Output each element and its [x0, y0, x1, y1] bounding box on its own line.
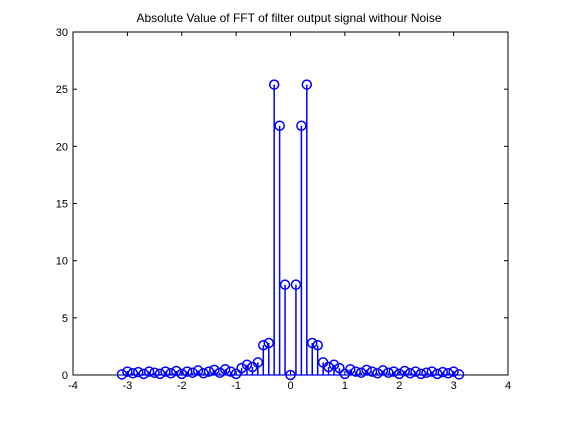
stem-marker	[383, 367, 394, 378]
stem-marker	[415, 368, 427, 380]
plot-area	[72, 31, 509, 376]
stem-marker	[230, 368, 242, 380]
stem-marker	[323, 361, 334, 373]
x-tick-label: 4	[505, 380, 511, 392]
stem-marker	[241, 359, 253, 370]
x-tick-label: 3	[451, 380, 457, 392]
stem-marker	[312, 340, 323, 351]
stem-marker	[263, 337, 274, 349]
stem-marker	[388, 366, 400, 377]
stem-marker	[355, 367, 367, 378]
stem-marker	[432, 368, 443, 380]
stem-marker	[154, 368, 166, 380]
stem-marker	[334, 362, 345, 374]
stem-marker	[448, 366, 459, 377]
stem-series	[116, 79, 465, 381]
stem-marker	[426, 366, 438, 377]
x-tick-label: -2	[177, 380, 187, 392]
stem-marker	[394, 368, 405, 380]
chart-title: Absolute Value of FFT of filter output s…	[136, 11, 441, 25]
y-tick-label: 5	[62, 313, 68, 325]
stem-marker	[366, 366, 378, 377]
stem-marker	[296, 120, 307, 132]
stem-marker	[404, 368, 416, 379]
stem-marker	[410, 366, 421, 377]
tick-labels: -4 -3 -2 -1 0 1 2 3 4 0 5 10 15 20 25 30	[56, 27, 511, 392]
stem-marker	[307, 337, 318, 349]
x-tick-label: 1	[342, 380, 348, 392]
y-tick-label: 30	[56, 27, 68, 39]
x-tick-label: -3	[122, 380, 132, 392]
stem-marker	[290, 279, 302, 290]
y-tick-label: 20	[56, 141, 68, 153]
stem-marker	[133, 366, 144, 378]
stem-marker	[437, 366, 448, 378]
stem-marker	[421, 367, 432, 378]
y-tick-label: 0	[62, 370, 68, 382]
y-tick-label: 10	[56, 256, 68, 268]
stem-marker	[268, 79, 280, 90]
stem-marker	[220, 364, 231, 375]
stem-marker	[149, 367, 160, 378]
stem-marker	[372, 368, 383, 379]
stem-marker	[165, 368, 177, 379]
x-tick-label: -1	[231, 380, 241, 392]
stem-marker	[274, 120, 285, 132]
stem-marker	[225, 366, 236, 377]
stem-marker	[236, 362, 247, 374]
stem-marker	[138, 368, 149, 380]
stem-marker	[198, 368, 209, 379]
stem-marker	[176, 368, 187, 380]
stem-marker	[361, 364, 372, 376]
x-tick-label: 2	[396, 380, 402, 392]
stem-marker	[203, 366, 215, 377]
stem-marker	[143, 366, 155, 377]
stem-marker	[209, 364, 220, 376]
y-tick-label: 25	[56, 84, 68, 96]
stem-marker	[442, 368, 454, 379]
stem-marker	[328, 359, 340, 370]
stem-marker	[122, 366, 133, 377]
stem-marker	[252, 357, 264, 368]
y-tick-label: 15	[56, 199, 68, 211]
stem-marker	[160, 366, 171, 377]
stem-marker	[214, 367, 226, 378]
stem-marker	[279, 279, 291, 290]
stem-marker	[127, 368, 139, 379]
x-tick-label: 0	[287, 380, 293, 392]
stem-marker	[345, 364, 356, 375]
stem-marker	[350, 366, 361, 377]
stem-marker	[187, 367, 198, 378]
stem-marker	[258, 340, 269, 351]
stem-marker	[181, 366, 193, 377]
x-tick-label: -4	[68, 380, 78, 392]
stem-marker	[301, 79, 313, 90]
axis-ticks	[72, 31, 509, 376]
